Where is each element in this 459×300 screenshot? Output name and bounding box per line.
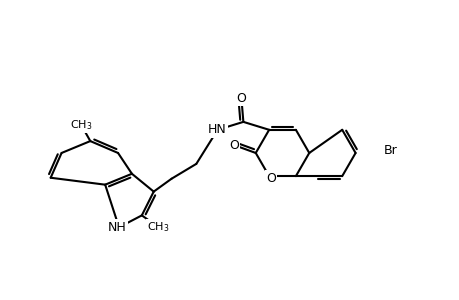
Text: Br: Br <box>382 145 396 158</box>
Text: CH$_3$: CH$_3$ <box>70 118 92 132</box>
Text: NH: NH <box>107 221 126 234</box>
Text: CH$_3$: CH$_3$ <box>147 220 169 234</box>
Text: O: O <box>236 92 246 105</box>
Text: HN: HN <box>208 123 226 136</box>
Text: O: O <box>266 172 275 184</box>
Text: O: O <box>229 139 238 152</box>
